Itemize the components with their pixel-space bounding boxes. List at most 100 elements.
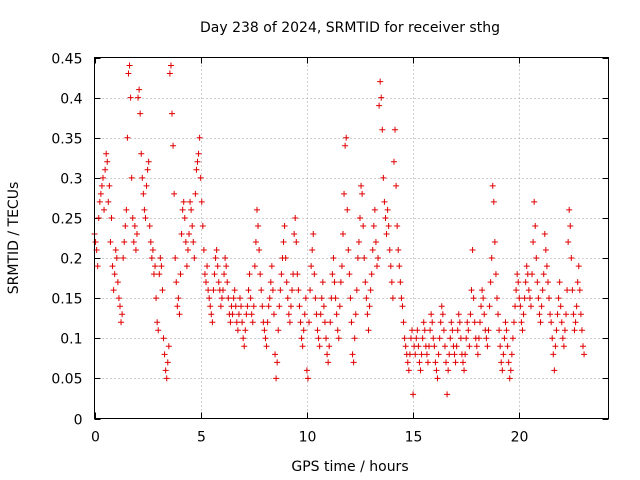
data-point bbox=[314, 327, 321, 334]
data-point bbox=[495, 311, 502, 318]
data-point bbox=[441, 343, 448, 350]
data-point bbox=[181, 214, 188, 221]
data-point bbox=[310, 230, 317, 237]
data-point bbox=[282, 255, 289, 262]
data-point bbox=[536, 311, 543, 318]
data-point bbox=[413, 335, 420, 342]
data-point bbox=[156, 271, 163, 278]
data-point bbox=[108, 214, 115, 221]
data-point bbox=[573, 303, 580, 310]
data-point bbox=[187, 198, 194, 205]
data-point bbox=[112, 247, 119, 254]
data-point bbox=[532, 222, 539, 229]
data-point bbox=[389, 295, 396, 302]
data-point bbox=[406, 351, 413, 358]
data-point bbox=[556, 279, 563, 286]
data-point bbox=[175, 295, 182, 302]
data-point bbox=[121, 239, 128, 246]
data-point bbox=[276, 303, 283, 310]
data-point bbox=[569, 287, 576, 294]
data-point bbox=[432, 359, 439, 366]
data-point bbox=[461, 367, 468, 374]
data-point bbox=[163, 375, 170, 382]
data-point bbox=[397, 279, 404, 286]
data-point bbox=[367, 287, 374, 294]
data-point bbox=[565, 239, 572, 246]
data-point bbox=[394, 222, 401, 229]
data-point bbox=[395, 247, 402, 254]
data-point bbox=[218, 295, 225, 302]
data-point bbox=[503, 327, 510, 334]
data-point bbox=[489, 182, 496, 189]
data-point bbox=[416, 359, 423, 366]
data-point bbox=[480, 295, 487, 302]
data-point bbox=[215, 279, 222, 286]
data-point bbox=[148, 255, 155, 262]
data-point bbox=[507, 367, 514, 374]
data-point bbox=[338, 263, 345, 270]
data-point bbox=[405, 367, 412, 374]
data-point bbox=[206, 295, 213, 302]
data-point bbox=[261, 327, 268, 334]
data-point bbox=[554, 311, 561, 318]
data-point bbox=[135, 94, 142, 101]
data-point bbox=[531, 198, 538, 205]
data-point bbox=[101, 206, 108, 213]
data-point bbox=[147, 239, 154, 246]
data-point bbox=[291, 230, 298, 237]
data-point bbox=[378, 94, 385, 101]
data-point bbox=[292, 214, 299, 221]
data-point bbox=[581, 351, 588, 358]
data-point bbox=[499, 367, 506, 374]
data-point bbox=[388, 279, 395, 286]
data-point bbox=[513, 287, 520, 294]
data-point bbox=[365, 327, 372, 334]
data-point bbox=[222, 255, 229, 262]
data-point bbox=[263, 343, 270, 350]
data-point bbox=[285, 311, 292, 318]
data-point bbox=[522, 279, 529, 286]
data-point bbox=[326, 343, 333, 350]
data-point bbox=[360, 222, 367, 229]
data-point bbox=[315, 335, 322, 342]
data-point bbox=[412, 351, 419, 358]
data-point bbox=[460, 359, 467, 366]
data-point bbox=[557, 303, 564, 310]
data-point bbox=[352, 311, 359, 318]
data-point bbox=[307, 287, 314, 294]
data-point bbox=[330, 255, 337, 262]
data-point bbox=[299, 343, 306, 350]
data-point bbox=[284, 295, 291, 302]
data-point bbox=[456, 319, 463, 326]
data-point bbox=[203, 279, 210, 286]
data-point bbox=[320, 303, 327, 310]
data-point bbox=[512, 303, 519, 310]
data-point bbox=[363, 295, 370, 302]
data-point bbox=[361, 255, 368, 262]
data-point bbox=[189, 222, 196, 229]
data-point bbox=[529, 271, 536, 278]
data-point bbox=[283, 279, 290, 286]
data-point bbox=[414, 327, 421, 334]
data-point bbox=[332, 295, 339, 302]
data-point bbox=[547, 311, 554, 318]
data-point bbox=[104, 158, 111, 165]
data-point bbox=[192, 190, 199, 197]
data-point bbox=[498, 359, 505, 366]
data-point bbox=[455, 311, 462, 318]
data-point bbox=[197, 174, 204, 181]
data-point bbox=[510, 319, 517, 326]
data-point bbox=[419, 335, 426, 342]
data-point bbox=[350, 359, 357, 366]
data-point bbox=[262, 335, 269, 342]
data-point bbox=[227, 319, 234, 326]
data-point bbox=[123, 206, 130, 213]
data-point bbox=[443, 359, 450, 366]
y-tick-label: 0.4 bbox=[60, 92, 82, 108]
data-point bbox=[467, 311, 474, 318]
data-point bbox=[136, 86, 143, 93]
data-point bbox=[114, 279, 121, 286]
data-point bbox=[198, 198, 205, 205]
data-point bbox=[221, 271, 228, 278]
